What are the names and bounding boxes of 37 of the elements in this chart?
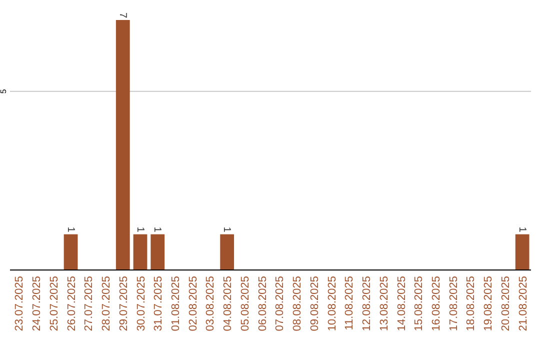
x-tick-label: 19.08.2025	[482, 276, 495, 332]
x-tick-label: 28.07.2025	[100, 276, 113, 332]
x-tick-label: 09.08.2025	[308, 276, 321, 332]
x-tick-label: 25.07.2025	[48, 276, 60, 332]
x-tick-label: 05.08.2025	[239, 276, 252, 332]
x-tick-label: 21.08.2025	[517, 276, 530, 332]
x-tick-label: 06.08.2025	[256, 276, 269, 332]
data-label: 1	[64, 226, 76, 233]
x-tick-label: 15.08.2025	[413, 276, 426, 332]
x-tick-label: 13.08.2025	[378, 276, 390, 332]
x-tick-label: 03.08.2025	[204, 276, 217, 332]
data-label: 1	[516, 226, 528, 233]
x-tick-label: 30.07.2025	[135, 276, 148, 332]
x-tick-label: 18.08.2025	[465, 276, 478, 332]
x-tick-label: 16.08.2025	[430, 276, 442, 332]
x-tick-label: 20.08.2025	[500, 276, 512, 332]
x-tick-label: 27.07.2025	[83, 276, 96, 332]
x-tick-label: 17.08.2025	[448, 276, 460, 332]
x-tick-label: 24.07.2025	[31, 276, 44, 332]
y-tick-label: 5	[0, 88, 8, 94]
x-tick-label: 01.08.2025	[170, 276, 182, 332]
data-label: 1	[134, 226, 146, 233]
x-tick-label: 26.07.2025	[66, 276, 78, 332]
x-tick-label: 02.08.2025	[187, 276, 200, 332]
x-tick-label: 11.08.2025	[344, 276, 356, 330]
x-tick-label: 29.07.2025	[118, 276, 130, 332]
data-label: 1	[221, 226, 232, 233]
x-tick-label: 07.08.2025	[274, 276, 286, 332]
x-tick-label: 12.08.2025	[361, 276, 374, 332]
data-label: 1	[152, 226, 163, 233]
x-tick-label: 04.08.2025	[222, 276, 234, 332]
x-tick-label: 14.08.2025	[396, 276, 408, 332]
x-tick-label: 23.07.2025	[14, 276, 26, 332]
x-tick-label: 31.07.2025	[152, 276, 165, 332]
x-tick-label: 10.08.2025	[326, 276, 338, 332]
data-label: 7	[116, 12, 128, 18]
x-tick-label: 08.08.2025	[292, 276, 304, 332]
